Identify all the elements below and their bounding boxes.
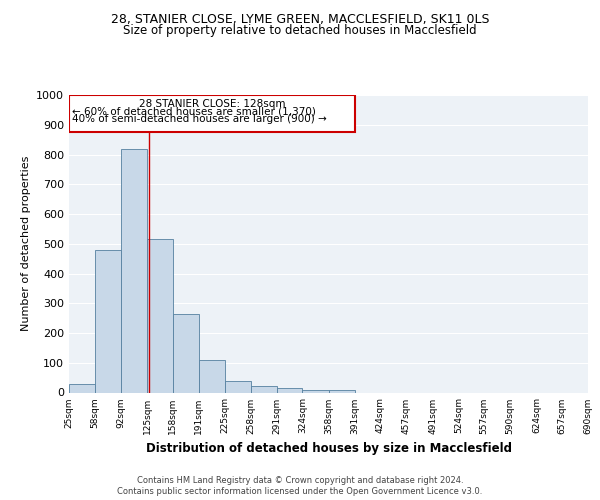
Bar [147,240,173,392]
Bar [277,388,302,392]
Text: Size of property relative to detached houses in Macclesfield: Size of property relative to detached ho… [123,24,477,37]
Text: 28 STANIER CLOSE: 128sqm: 28 STANIER CLOSE: 128sqm [139,99,285,109]
Y-axis label: Number of detached properties: Number of detached properties [20,156,31,332]
Bar [251,386,277,392]
Bar [121,148,147,392]
Text: ← 60% of detached houses are smaller (1,370): ← 60% of detached houses are smaller (1,… [72,106,316,117]
X-axis label: Distribution of detached houses by size in Macclesfield: Distribution of detached houses by size … [146,442,511,455]
Bar [69,384,95,392]
Text: Contains HM Land Registry data © Crown copyright and database right 2024.: Contains HM Land Registry data © Crown c… [137,476,463,485]
Bar [95,250,121,392]
Text: Contains public sector information licensed under the Open Government Licence v3: Contains public sector information licen… [118,487,482,496]
Bar [329,390,355,392]
Bar [173,314,199,392]
Bar [302,390,329,392]
Bar [69,95,355,132]
Text: 40% of semi-detached houses are larger (900) →: 40% of semi-detached houses are larger (… [72,114,327,124]
Text: 28, STANIER CLOSE, LYME GREEN, MACCLESFIELD, SK11 0LS: 28, STANIER CLOSE, LYME GREEN, MACCLESFI… [111,12,489,26]
Bar [225,381,251,392]
Bar [199,360,225,392]
